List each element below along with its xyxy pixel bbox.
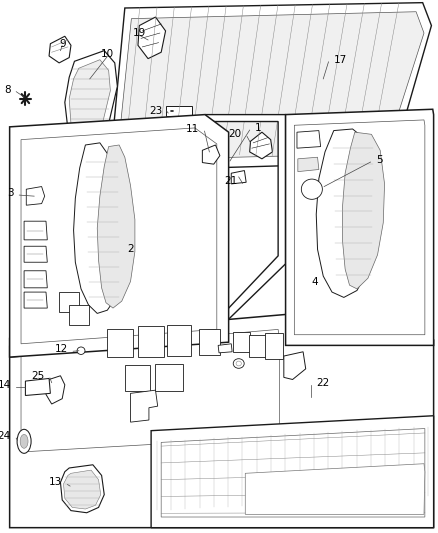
Ellipse shape	[301, 179, 322, 199]
Polygon shape	[24, 271, 47, 288]
Polygon shape	[24, 246, 47, 262]
Polygon shape	[249, 335, 267, 357]
Text: 17: 17	[334, 55, 347, 64]
Text: 4: 4	[311, 278, 318, 287]
Text: 23: 23	[150, 106, 163, 116]
Polygon shape	[298, 157, 319, 172]
Polygon shape	[69, 60, 110, 136]
Polygon shape	[119, 12, 424, 160]
Polygon shape	[138, 326, 164, 357]
Text: 3: 3	[7, 188, 14, 198]
Polygon shape	[297, 131, 321, 148]
Text: 1: 1	[255, 123, 261, 133]
Ellipse shape	[17, 429, 31, 453]
Polygon shape	[10, 115, 286, 357]
Polygon shape	[166, 106, 192, 116]
Polygon shape	[21, 128, 217, 344]
Polygon shape	[343, 132, 385, 289]
Text: 9: 9	[59, 39, 66, 49]
Polygon shape	[167, 325, 191, 356]
Polygon shape	[202, 145, 220, 164]
Polygon shape	[151, 416, 434, 528]
Ellipse shape	[236, 361, 241, 366]
Text: 20: 20	[229, 130, 242, 139]
Polygon shape	[265, 333, 283, 359]
Polygon shape	[60, 465, 104, 513]
Polygon shape	[10, 314, 434, 528]
Text: 19: 19	[133, 28, 146, 38]
Polygon shape	[316, 129, 378, 297]
Text: 12: 12	[55, 344, 68, 354]
Polygon shape	[245, 464, 425, 514]
Ellipse shape	[77, 347, 85, 354]
Polygon shape	[155, 364, 183, 391]
Polygon shape	[286, 109, 434, 345]
Polygon shape	[21, 329, 279, 452]
Polygon shape	[231, 171, 246, 184]
Polygon shape	[138, 17, 166, 59]
Text: 21: 21	[224, 176, 237, 186]
Polygon shape	[25, 378, 50, 395]
Polygon shape	[131, 390, 158, 422]
Text: 25: 25	[32, 371, 45, 381]
Text: 8: 8	[4, 85, 11, 94]
Polygon shape	[59, 292, 79, 312]
Polygon shape	[64, 470, 101, 509]
Polygon shape	[161, 429, 425, 517]
Polygon shape	[97, 145, 135, 308]
Text: 24: 24	[0, 431, 11, 441]
Ellipse shape	[233, 359, 244, 368]
Polygon shape	[112, 3, 431, 171]
Polygon shape	[69, 305, 89, 325]
Polygon shape	[199, 329, 220, 355]
Polygon shape	[10, 115, 229, 357]
Text: 11: 11	[186, 124, 199, 134]
Polygon shape	[26, 187, 45, 205]
Polygon shape	[24, 221, 47, 240]
Polygon shape	[49, 36, 71, 63]
Polygon shape	[107, 329, 133, 357]
Polygon shape	[24, 292, 47, 308]
Polygon shape	[74, 143, 126, 313]
Polygon shape	[233, 332, 250, 352]
Text: 5: 5	[376, 155, 382, 165]
Polygon shape	[125, 365, 150, 391]
Polygon shape	[250, 132, 272, 159]
Polygon shape	[46, 376, 65, 404]
Polygon shape	[65, 51, 117, 143]
Text: 22: 22	[316, 378, 329, 387]
Text: 10: 10	[101, 50, 114, 59]
Ellipse shape	[20, 434, 28, 448]
Polygon shape	[294, 120, 425, 335]
Text: 2: 2	[127, 245, 134, 254]
Text: 14: 14	[0, 380, 11, 390]
Polygon shape	[284, 352, 306, 379]
Text: 13: 13	[49, 478, 62, 487]
Polygon shape	[218, 344, 232, 353]
